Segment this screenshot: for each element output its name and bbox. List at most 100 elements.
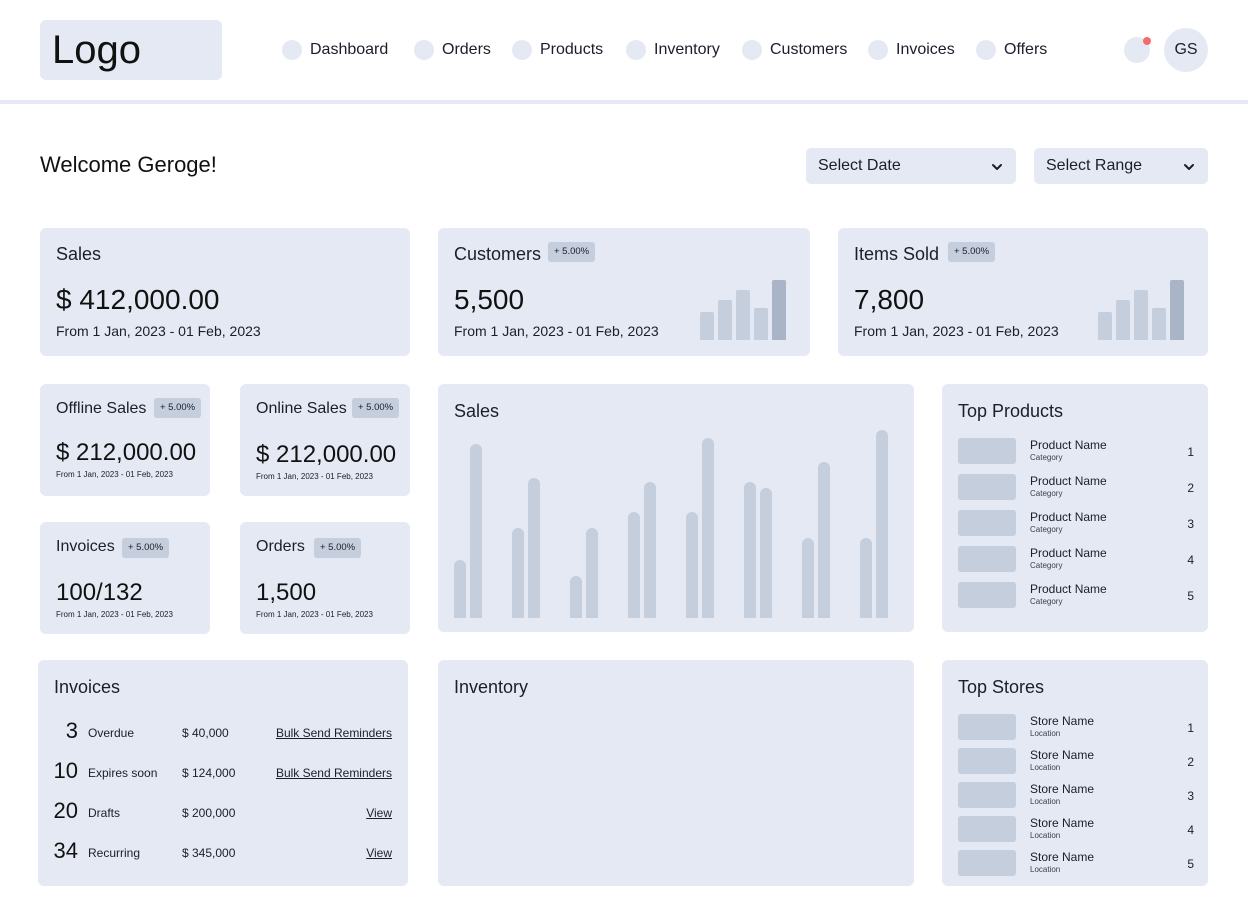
customers-mini-chart (700, 278, 786, 340)
chart-title: Sales (454, 401, 500, 421)
sales-bar (744, 482, 756, 618)
sales-bar (802, 538, 814, 618)
item-rank: 3 (1187, 517, 1194, 531)
store-location: Location (1030, 831, 1061, 840)
nav-item-products[interactable]: Products (512, 38, 603, 62)
items-sold-value: 7,800 (854, 284, 925, 315)
store-location: Location (1030, 729, 1061, 738)
inventory-icon (626, 40, 646, 60)
nav-item-offers[interactable]: Offers (976, 38, 1047, 62)
item-thumbnail (958, 474, 1016, 500)
nav-label: Products (540, 41, 604, 58)
sales-bar (586, 528, 598, 618)
customers-value: 5,500 (454, 284, 525, 315)
sales-bar (686, 512, 698, 618)
invoices-stat-card: Invoices + 5.00% 100/132 From 1 Jan, 202… (40, 522, 210, 634)
sales-bar (628, 512, 640, 618)
card-title: Inventory (454, 677, 529, 697)
items-sold-card: Items Sold + 5.00% 7,800 From 1 Jan, 202… (838, 228, 1208, 356)
invoice-status: Recurring (88, 846, 141, 860)
product-name[interactable]: Product Name (1030, 510, 1107, 524)
item-rank: 1 (1187, 721, 1194, 735)
notification-badge (1143, 37, 1151, 45)
store-name[interactable]: Store Name (1030, 748, 1095, 762)
product-category: Category (1030, 597, 1063, 606)
mini-bar (1170, 280, 1184, 340)
nav-item-invoices[interactable]: Invoices (868, 38, 955, 62)
nav-label: Offers (1004, 41, 1048, 58)
card-title: Customers (454, 244, 542, 264)
nav-item-orders[interactable]: Orders (414, 38, 491, 62)
product-name[interactable]: Product Name (1030, 474, 1107, 488)
nav-label: Inventory (654, 41, 720, 58)
nav-label: Invoices (896, 41, 955, 58)
sales-chart-card: Sales (438, 384, 914, 632)
store-location: Location (1030, 797, 1061, 806)
nav-item-inventory[interactable]: Inventory (626, 38, 720, 62)
invoice-amount: $ 40,000 (182, 726, 229, 740)
card-title: Offline Sales (56, 400, 147, 417)
store-name[interactable]: Store Name (1030, 816, 1095, 830)
invoice-action-link[interactable]: View (366, 846, 392, 860)
invoice-status: Expires soon (88, 766, 158, 780)
mini-bar (772, 280, 786, 340)
avatar[interactable]: GS (1164, 28, 1208, 72)
item-rank: 3 (1187, 789, 1194, 803)
invoice-action-link[interactable]: Bulk Send Reminders (275, 726, 392, 740)
product-category: Category (1030, 489, 1063, 498)
product-category: Category (1030, 525, 1063, 534)
change-badge: + 5.00% (352, 398, 400, 418)
invoices-value: 100/132 (56, 579, 143, 606)
select-date-dropdown[interactable]: Select Date (806, 148, 1016, 184)
nav-label: Customers (770, 41, 848, 58)
mini-bar (700, 312, 714, 340)
sales-bar (860, 538, 872, 618)
card-title: Sales (56, 244, 102, 264)
date-range: From 1 Jan, 2023 - 01 Feb, 2023 (454, 323, 659, 339)
select-range-dropdown[interactable]: Select Range (1034, 148, 1208, 184)
product-category: Category (1030, 453, 1063, 462)
item-thumbnail (958, 582, 1016, 608)
card-title: Top Products (958, 401, 1064, 421)
logo-text: Logo (52, 28, 141, 72)
nav-label: Dashboard (310, 41, 389, 58)
dashboard-icon (282, 40, 302, 60)
invoice-action-link[interactable]: Bulk Send Reminders (275, 766, 392, 780)
store-name[interactable]: Store Name (1030, 714, 1095, 728)
item-thumbnail (958, 782, 1016, 808)
invoices-panel: Invoices 3 Overdue $ 40,000 Bulk Send Remin… (38, 660, 408, 886)
sales-value: $ 412,000.00 (56, 284, 220, 315)
card-title: Top Stores (958, 677, 1045, 697)
mini-bar (718, 300, 732, 340)
nav-item-customers[interactable]: Customers (742, 38, 847, 62)
invoice-status: Overdue (88, 726, 135, 740)
card-title: Invoices (56, 538, 115, 555)
invoice-count: 10 (53, 758, 78, 783)
sales-bar (570, 576, 582, 618)
invoice-count: 20 (53, 798, 78, 823)
invoice-count: 3 (65, 718, 78, 743)
sales-card: Sales $ 412,000.00 From 1 Jan, 2023 - 01… (40, 228, 410, 356)
item-rank: 1 (1187, 445, 1194, 459)
item-thumbnail (958, 850, 1016, 876)
customers-icon (742, 40, 762, 60)
item-thumbnail (958, 546, 1016, 572)
sales-bar (818, 462, 830, 618)
product-name[interactable]: Product Name (1030, 438, 1107, 452)
sales-bar (644, 482, 656, 618)
select-range-label: Select Range (1046, 157, 1143, 174)
item-rank: 4 (1187, 553, 1194, 567)
change-badge: + 5.00% (314, 538, 362, 558)
item-thumbnail (958, 816, 1016, 842)
invoice-amount: $ 200,000 (182, 806, 236, 820)
product-name[interactable]: Product Name (1030, 582, 1107, 596)
mini-bar (736, 290, 750, 340)
invoice-action-link[interactable]: View (366, 806, 392, 820)
logo[interactable]: Logo (40, 20, 222, 80)
nav-item-dashboard[interactable]: Dashboard (282, 38, 388, 62)
store-name[interactable]: Store Name (1030, 782, 1095, 796)
date-range: From 1 Jan, 2023 - 01 Feb, 2023 (56, 470, 173, 479)
bell-icon[interactable] (1124, 37, 1151, 63)
product-name[interactable]: Product Name (1030, 546, 1107, 560)
store-name[interactable]: Store Name (1030, 850, 1095, 864)
